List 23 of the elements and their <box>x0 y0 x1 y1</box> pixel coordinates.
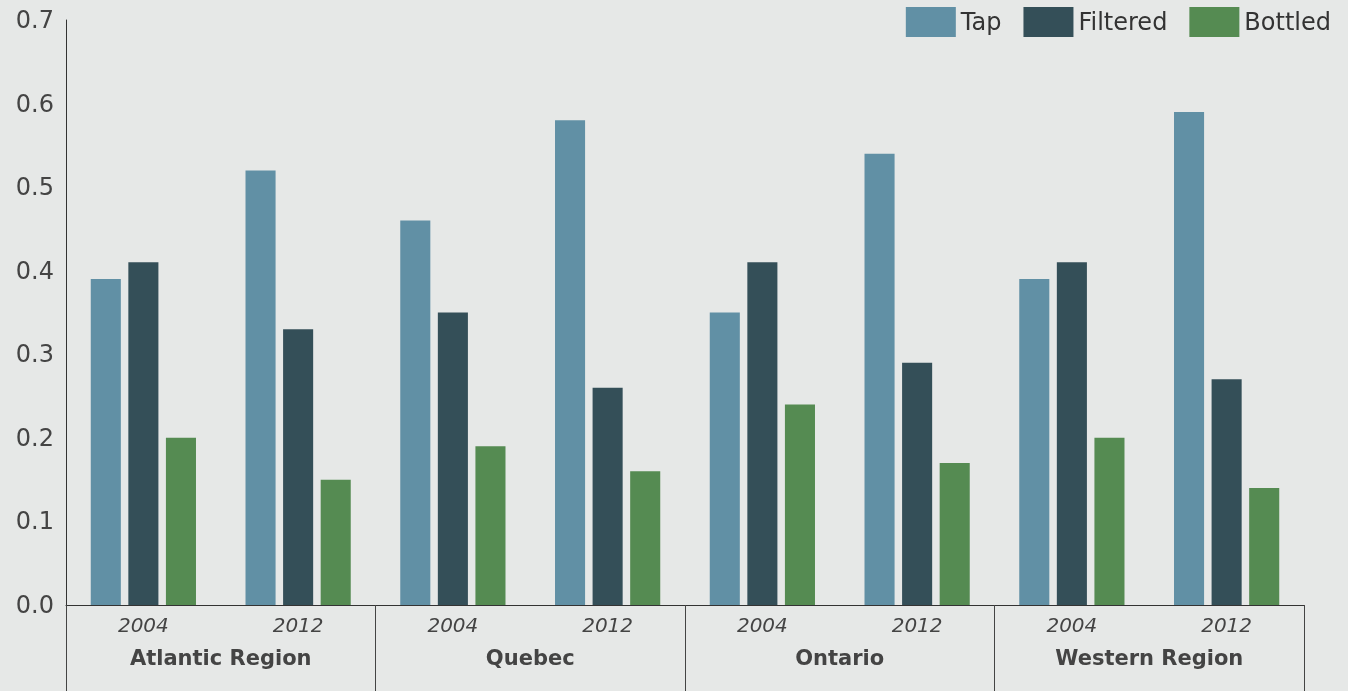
x-tick-label: 2012 <box>1201 613 1253 637</box>
y-tick-label: 0.1 <box>15 507 54 536</box>
y-tick-label: 0.7 <box>15 6 54 34</box>
legend-label: Bottled <box>1244 8 1331 36</box>
text: Quebec <box>485 645 575 670</box>
x-tick-label: 2004 <box>427 613 479 637</box>
y-tick-label: 0.6 <box>15 89 54 118</box>
x-tick-label: 2004 <box>736 613 788 637</box>
legend-label: Tap <box>959 8 1002 36</box>
y-tick-label: 0.0 <box>15 591 54 619</box>
x-tick-label: 2012 <box>891 613 943 637</box>
y-tick-label: 0.5 <box>15 173 54 202</box>
y-tick-label: 0.2 <box>15 423 54 452</box>
y-tick-label: 0.3 <box>15 340 54 369</box>
text: Atlantic Region <box>129 645 312 670</box>
text: Western Region <box>1055 645 1244 670</box>
x-tick-label: 2012 <box>272 613 324 637</box>
legend-label: Filtered <box>1078 8 1168 36</box>
x-tick-label: 2004 <box>117 613 169 637</box>
x-tick-label: 2004 <box>1046 613 1098 637</box>
text: Ontario <box>795 645 885 670</box>
y-tick-label: 0.4 <box>15 256 54 285</box>
x-tick-label: 2012 <box>582 613 634 637</box>
